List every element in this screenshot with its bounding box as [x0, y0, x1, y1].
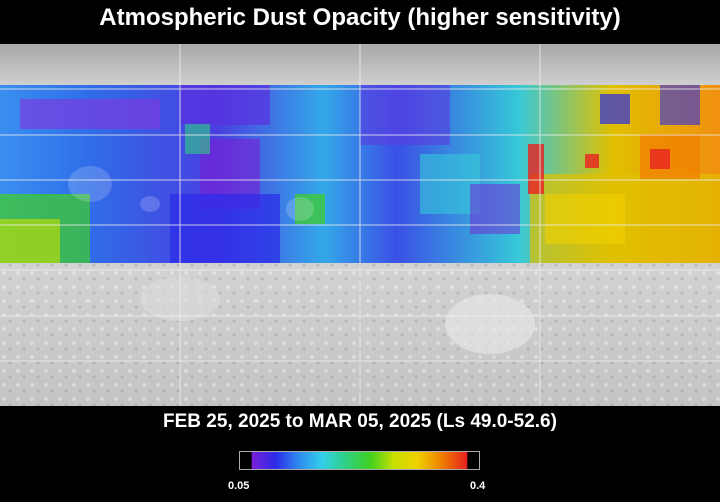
colorbar-min-label: 0.05 — [228, 480, 250, 492]
date-range-label: FEB 25, 2025 to MAR 05, 2025 (Ls 49.0-52… — [163, 411, 557, 432]
dust-patches — [0, 85, 720, 263]
colorbar — [239, 451, 480, 470]
map-title: Atmospheric Dust Opacity (higher sensiti… — [99, 4, 621, 31]
colorbar-max-label: 0.4 — [470, 480, 486, 492]
mars-dust-map — [0, 44, 720, 406]
grid-lines — [0, 44, 720, 406]
